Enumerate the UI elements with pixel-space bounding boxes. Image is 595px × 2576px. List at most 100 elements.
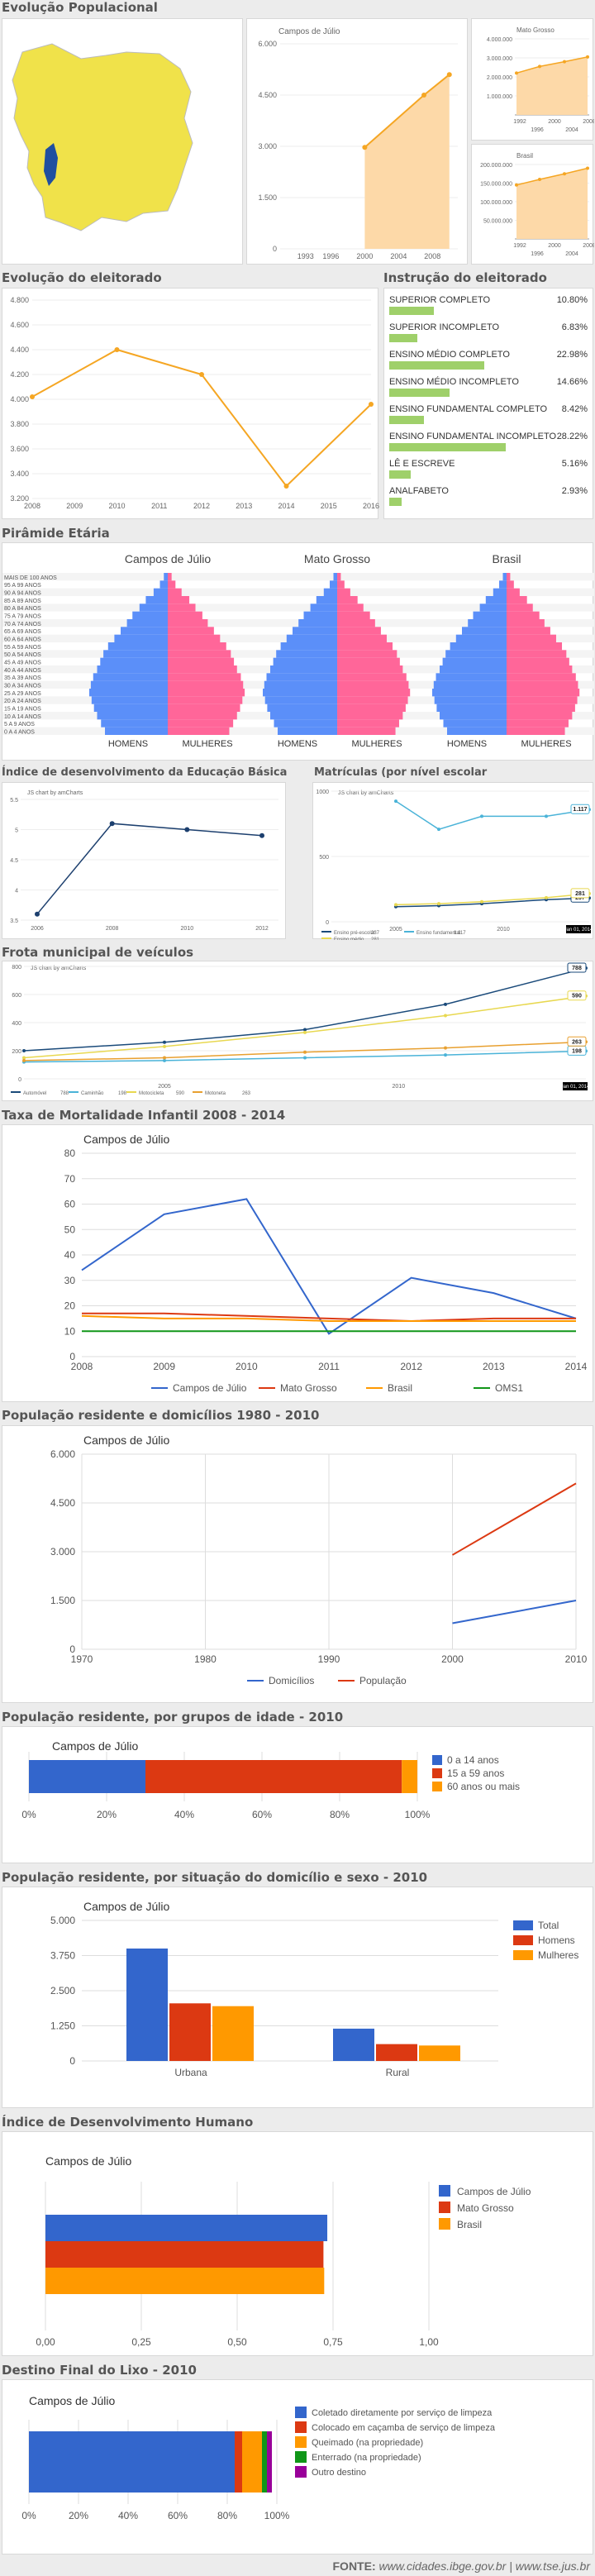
chart-title: Campos de Júlio: [52, 1739, 138, 1753]
pop-campos-panel: Campos de Júlio 0 1.500 3.000 4.500 6.000 1993…: [246, 18, 468, 265]
y-tick-label: 4.600: [10, 321, 29, 329]
series-line: [452, 1600, 577, 1624]
x-tick-label: 2010: [565, 1653, 588, 1665]
homens-bar: [132, 611, 168, 619]
y-tick-label: 3.200: [10, 494, 29, 503]
legend-label: Ensino fundamental: [416, 931, 460, 936]
y-tick-label: 30: [64, 1275, 76, 1286]
data-point: [303, 1028, 307, 1032]
homens-bar: [105, 727, 168, 735]
homens-bar: [447, 727, 507, 735]
legend-swatch: [295, 2466, 307, 2478]
y-tick-label: 0: [18, 1077, 21, 1083]
pop-campos-chart: Campos de Júlio 0 1.500 3.000 4.500 6.000 1993…: [258, 27, 458, 260]
homens-bar: [310, 603, 337, 612]
stacked-bar-segment: [242, 2431, 262, 2493]
age-label: 75 A 79 ANOS: [4, 614, 41, 620]
value-label: 198: [572, 1048, 582, 1054]
mulheres-bar: [337, 704, 406, 712]
ideb-chart: JS chart by amCharts 3.5 4 4.5 5 5.5 2006 2008 2…: [10, 790, 278, 932]
legend-label: Enterrado (na propriedade): [312, 2453, 421, 2463]
pyramid-title: Brasil: [492, 552, 521, 565]
y-tick-label: 1.000.000: [487, 94, 512, 100]
legend-swatch: [439, 2218, 450, 2230]
age-label: 90 A 94 ANOS: [4, 591, 41, 597]
data-point: [586, 55, 589, 59]
age-label: 15 A 19 ANOS: [4, 707, 41, 713]
age-label: 25 A 29 ANOS: [4, 691, 41, 697]
y-tick-label: 3.400: [10, 470, 29, 478]
stacked-bar-segment: [267, 2431, 272, 2493]
homens-bar: [479, 603, 507, 612]
mulheres-bar: [507, 719, 569, 727]
section-title-ideb: Índice de desenvolvimento da Educação Bá…: [2, 766, 288, 779]
instrucao-bar: [389, 307, 434, 315]
mulheres-bar: [168, 696, 243, 704]
x-tick-label: 100%: [405, 1809, 431, 1820]
legend-label: Brasil: [388, 1382, 412, 1394]
data-point: [444, 1053, 447, 1057]
chart-title: Campos de Júlio: [278, 27, 340, 36]
y-tick-label: 4.5: [10, 858, 18, 864]
legend-label: 15 a 59 anos: [447, 1767, 504, 1779]
mulheres-bar: [337, 727, 396, 735]
legend-label: Coletado diretamente por serviço de limp…: [312, 2408, 493, 2418]
series-line: [23, 995, 587, 1059]
y-tick-label: 6.000: [50, 1448, 75, 1460]
homens-bar: [114, 634, 168, 642]
y-tick-label: 3.000: [50, 1546, 75, 1558]
instrucao-row: ENSINO MÉDIO COMPLETO 22.98%: [389, 350, 588, 360]
instrucao-row: ANALFABETO 2.93%: [389, 486, 588, 496]
x-tick-label: 1992: [513, 119, 526, 125]
y-tick-label: 3.800: [10, 420, 29, 428]
legend-value: 788: [60, 1091, 69, 1096]
legend-label: OMS1: [495, 1382, 523, 1394]
y-tick-label: 50: [64, 1224, 76, 1235]
x-tick-label: 2011: [151, 502, 167, 510]
instrucao-label: SUPERIOR INCOMPLETO: [389, 322, 500, 332]
homens-bar: [263, 689, 337, 697]
x-tick-label: 2008: [583, 119, 594, 125]
value-label: 237: [575, 895, 585, 901]
instrucao-list: SUPERIOR COMPLETO 10.80% SUPERIOR INCOMPLE…: [389, 295, 588, 517]
mulheres-label: MULHERES: [351, 739, 402, 749]
data-point: [446, 72, 452, 78]
data-point: [563, 60, 566, 64]
pop-idade-panel: Campos de Júlio 0% 20% 40% 60% 80% 100% 0 a 14 …: [2, 1726, 593, 1863]
legend-label: Mulheres: [538, 1949, 578, 1961]
instrucao-value: 6.83%: [561, 322, 588, 332]
mulheres-bar: [168, 712, 237, 720]
section-title-pop-sexo: População residente, por situação do dom…: [2, 1870, 428, 1885]
homens-bar: [276, 650, 337, 658]
matriculas-panel: JS chart by amCharts 0 500 1000 2005 2010 Jan …: [312, 782, 593, 942]
homens-bar: [100, 657, 168, 665]
homens-bar: [270, 665, 337, 674]
bar: [45, 2268, 325, 2294]
y-tick-label: 3.000: [258, 142, 277, 150]
y-tick-label: 6.000: [258, 40, 277, 48]
pop-mt-panel: Mato Grosso 1.000.000 2.000.000 3.000.000 4.…: [471, 18, 595, 141]
age-label: 35 A 39 ANOS: [4, 675, 41, 681]
pop-sexo-chart: Campos de Júlio 0 1.250 2.500 3.750 5.000 Urba…: [50, 1900, 578, 2078]
area-fill: [516, 168, 588, 239]
y-tick-label: 60: [64, 1199, 76, 1210]
x-tick-label: 2005: [158, 1084, 171, 1090]
x-tick-label: 2012: [400, 1361, 422, 1372]
x-tick-label: 2013: [236, 502, 252, 510]
series-line: [81, 1314, 576, 1322]
legend-value: 198: [118, 1091, 127, 1096]
value-badge: [570, 804, 590, 814]
column-bar: [333, 2028, 374, 2061]
data-point: [283, 484, 289, 489]
pop-dom-chart: Campos de Júlio 0 1.500 3.000 4.500 6.000 1970…: [50, 1433, 588, 1686]
homens-bar: [468, 619, 507, 627]
mulheres-bar: [337, 673, 407, 681]
footer: FONTE: www.cidades.ibge.gov.br | www.tse…: [333, 2559, 591, 2573]
instrucao-value: 8.42%: [561, 404, 588, 414]
age-label: 5 A 9 ANOS: [4, 722, 35, 727]
instrucao-label: SUPERIOR COMPLETO: [389, 295, 491, 305]
mulheres-bar: [168, 611, 202, 619]
mulheres-bar: [507, 588, 520, 596]
x-tick-label: 20%: [69, 2510, 88, 2521]
data-point: [394, 903, 397, 907]
